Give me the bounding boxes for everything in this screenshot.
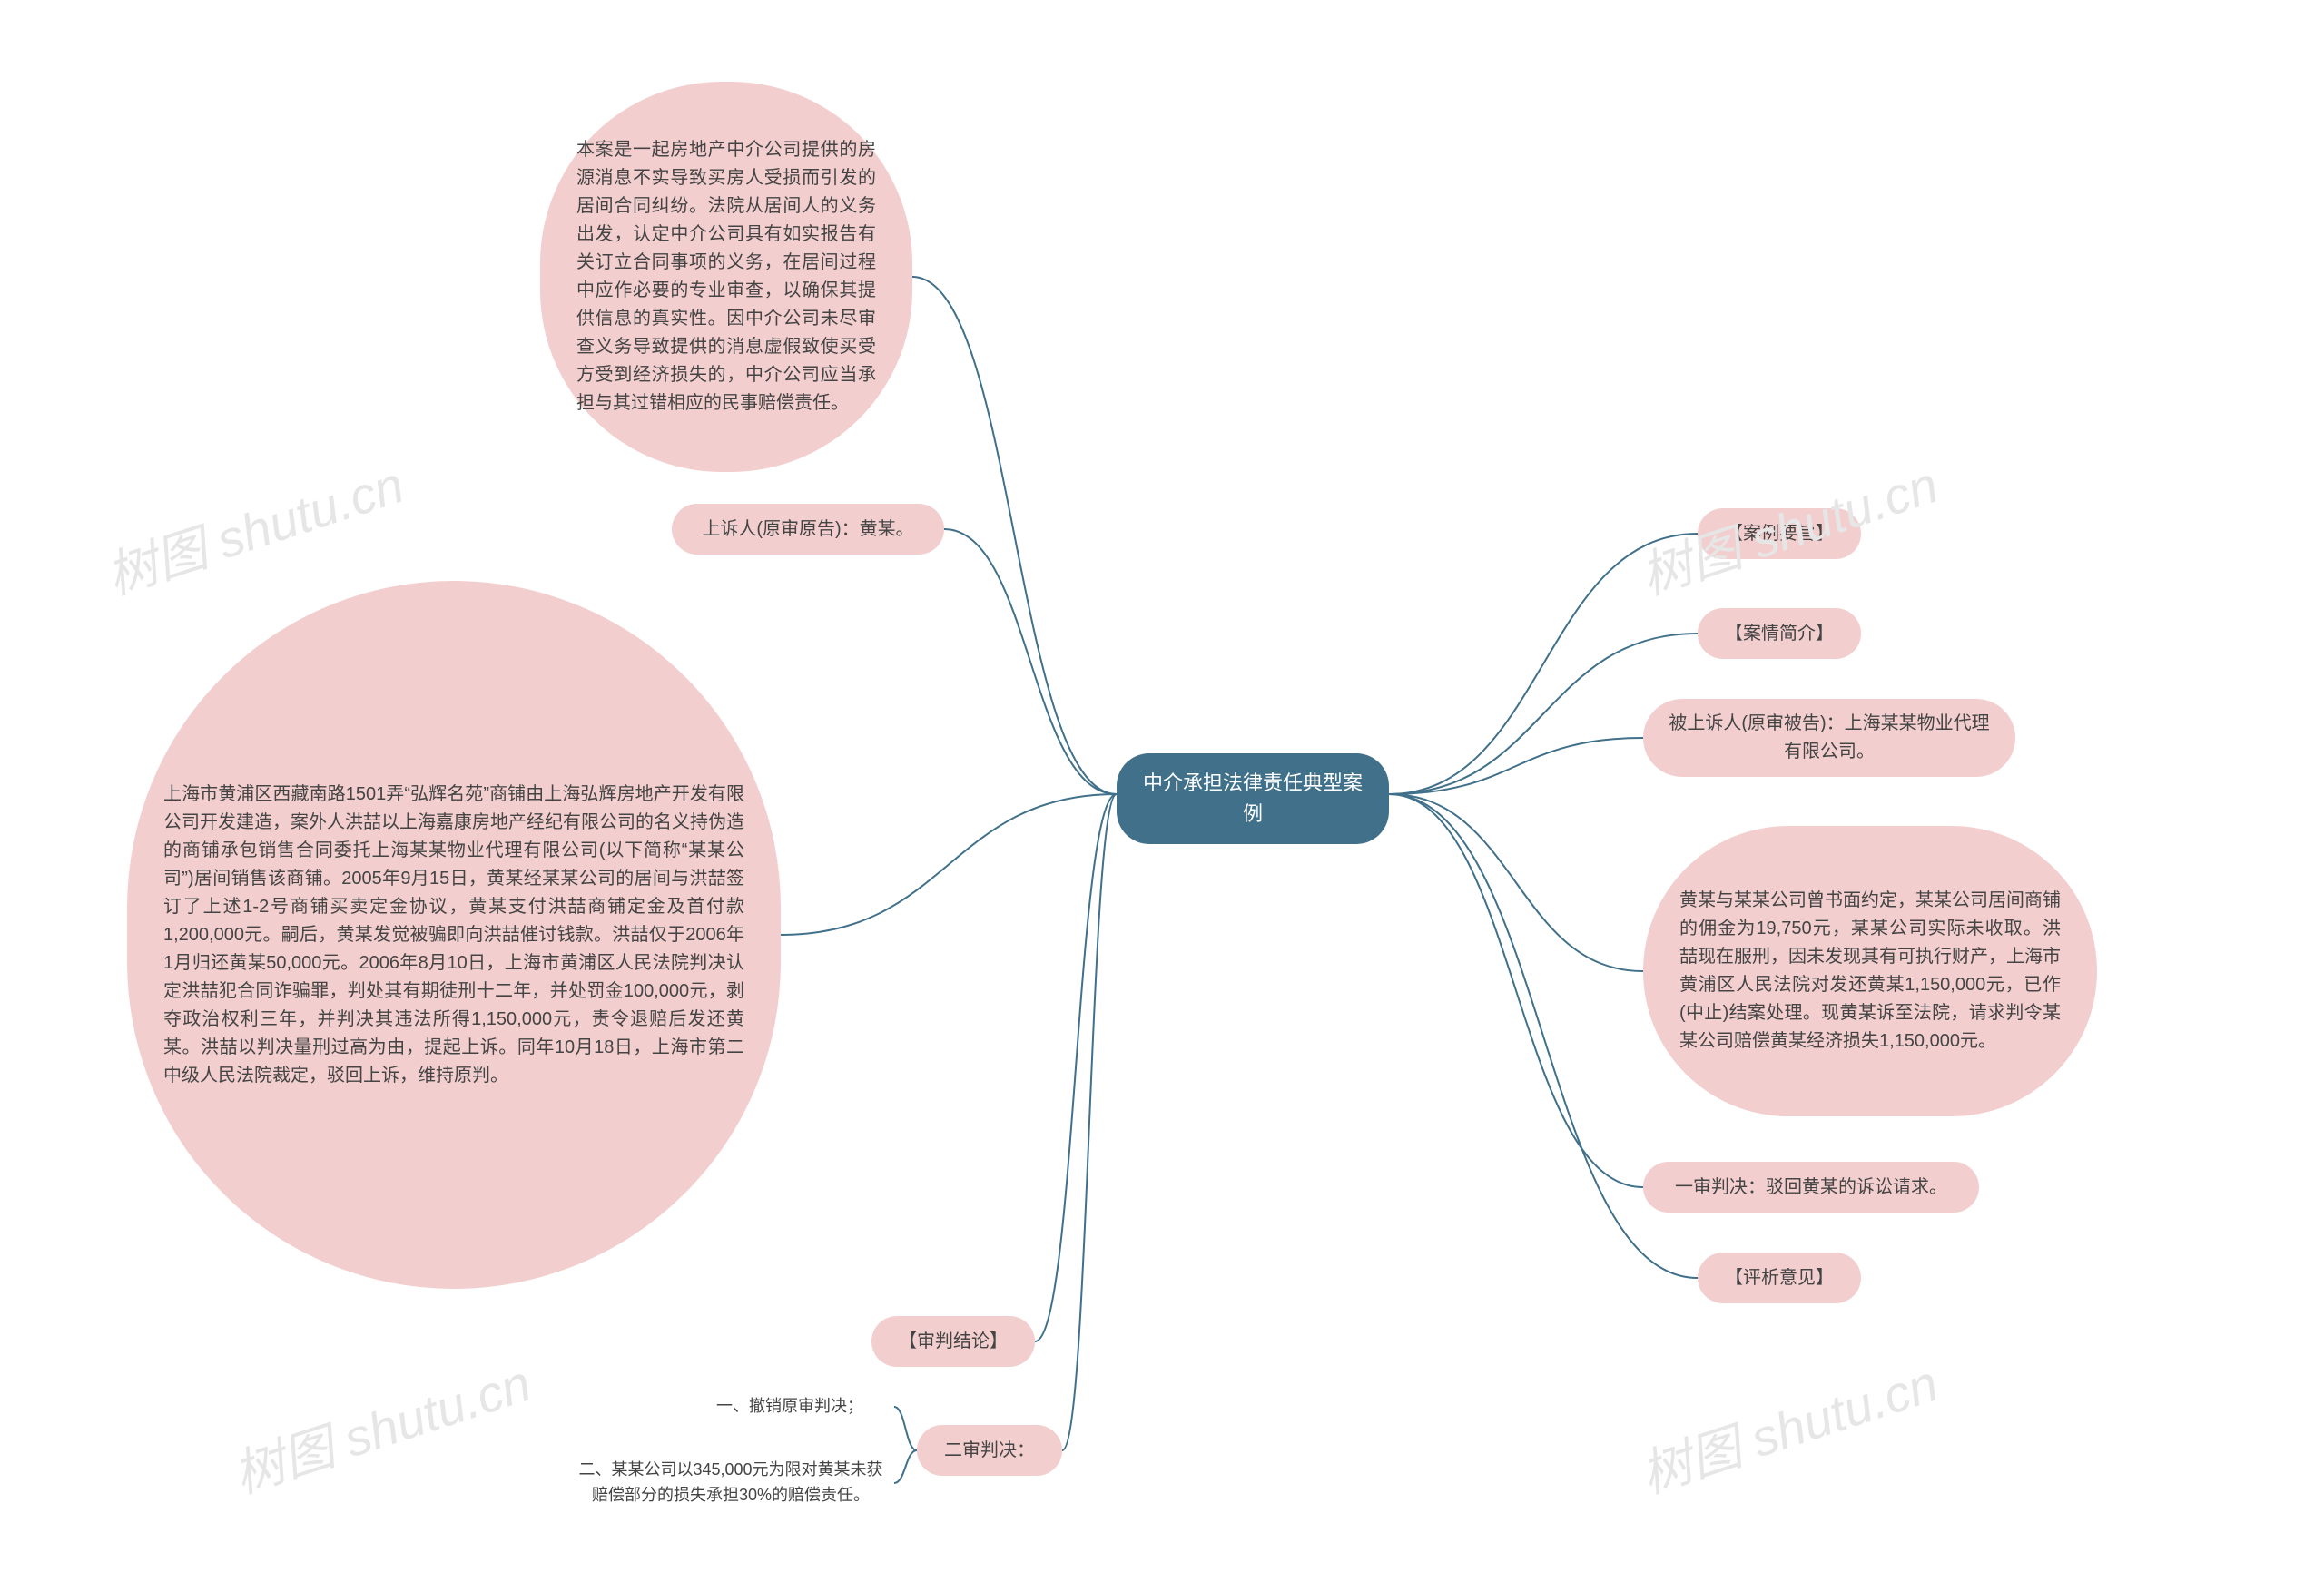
center-node[interactable]: 中介承担法律责任典型案例	[1117, 753, 1389, 844]
node-r6[interactable]: 【评析意见】	[1698, 1253, 1861, 1303]
watermark-text: 树图 shutu.cn	[1634, 1354, 1945, 1504]
center-node-label: 中介承担法律责任典型案例	[1140, 768, 1365, 830]
node-r6-label: 【评析意见】	[1725, 1264, 1834, 1292]
watermark: 树图 shutu.cn	[96, 445, 412, 610]
node-l5[interactable]: 二审判决：	[917, 1425, 1062, 1476]
edge	[894, 1407, 917, 1450]
node-l1[interactable]: 本案是一起房地产中介公司提供的房源消息不实导致买房人受损而引发的居间合同纠纷。法…	[540, 82, 912, 472]
edge	[781, 794, 1117, 935]
edge	[894, 1450, 917, 1483]
node-r5-label: 一审判决：驳回黄某的诉讼请求。	[1675, 1174, 1947, 1202]
node-r1[interactable]: 【案例要旨】	[1698, 508, 1861, 559]
node-r3[interactable]: 被上诉人(原审被告)：上海某某物业代理有限公司。	[1643, 699, 2015, 777]
edge	[1389, 794, 1643, 971]
node-s1[interactable]: 一、撤销原审判决；	[685, 1389, 894, 1425]
watermark: 树图 shutu.cn	[223, 1343, 539, 1508]
edge	[1389, 738, 1643, 794]
node-s2-label: 二、某某公司以345,000元为限对黄某未获赔偿部分的损失承担30%的赔偿责任。	[576, 1458, 885, 1508]
node-r4[interactable]: 黄某与某某公司曾书面约定，某某公司居间商铺的佣金为19,750元，某某公司实际未…	[1643, 826, 2097, 1116]
node-l3-label: 上海市黄浦区西藏南路1501弄“弘辉名苑”商铺由上海弘辉房地产开发有限公司开发建…	[163, 781, 744, 1090]
node-s1-label: 一、撤销原审判决；	[716, 1394, 863, 1420]
node-r2-label: 【案情简介】	[1725, 620, 1834, 648]
watermark: 树图 shutu.cn	[1630, 1343, 1946, 1508]
watermark-text: 树图 shutu.cn	[227, 1354, 537, 1504]
node-s2[interactable]: 二、某某公司以345,000元为限对黄某未获赔偿部分的损失承担30%的赔偿责任。	[567, 1452, 894, 1514]
node-r1-label: 【案例要旨】	[1725, 520, 1834, 548]
node-l4-label: 【审判结论】	[899, 1328, 1008, 1356]
node-l3[interactable]: 上海市黄浦区西藏南路1501弄“弘辉名苑”商铺由上海弘辉房地产开发有限公司开发建…	[127, 581, 781, 1289]
edge	[1062, 794, 1117, 1450]
node-l4[interactable]: 【审判结论】	[872, 1316, 1035, 1367]
node-r5[interactable]: 一审判决：驳回黄某的诉讼请求。	[1643, 1162, 1979, 1213]
node-r4-label: 黄某与某某公司曾书面约定，某某公司居间商铺的佣金为19,750元，某某公司实际未…	[1679, 887, 2061, 1056]
node-l1-label: 本案是一起房地产中介公司提供的房源消息不实导致买房人受损而引发的居间合同纠纷。法…	[576, 136, 876, 418]
node-l5-label: 二审判决：	[944, 1437, 1035, 1465]
node-r3-label: 被上诉人(原审被告)：上海某某物业代理有限公司。	[1665, 710, 1994, 766]
node-l2-label: 上诉人(原审原告)：黄某。	[702, 516, 913, 544]
node-l2[interactable]: 上诉人(原审原告)：黄某。	[672, 504, 944, 555]
mindmap-canvas: 中介承担法律责任典型案例 【案例要旨】【案情简介】被上诉人(原审被告)：上海某某物…	[0, 0, 2324, 1572]
edge	[1389, 794, 1643, 1187]
watermark-text: 树图 shutu.cn	[100, 456, 410, 605]
edge	[944, 529, 1117, 794]
edge	[1035, 794, 1117, 1341]
node-r2[interactable]: 【案情简介】	[1698, 608, 1861, 659]
